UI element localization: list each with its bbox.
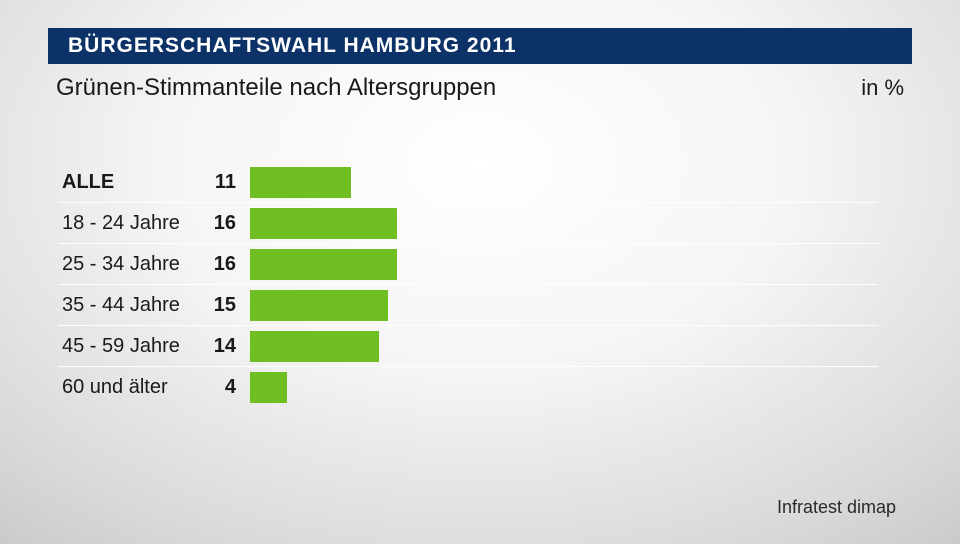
- row-value: 16: [206, 253, 250, 276]
- row-label: ALLE: [58, 171, 206, 194]
- bar: [250, 249, 397, 280]
- row-label: 35 - 44 Jahre: [58, 294, 206, 317]
- row-value: 15: [206, 294, 250, 317]
- row-label: 60 und älter: [58, 376, 206, 399]
- row-value: 16: [206, 212, 250, 235]
- unit-label: in %: [861, 75, 904, 101]
- bar-cell: [250, 208, 878, 239]
- bar: [250, 331, 379, 362]
- chart-row: 25 - 34 Jahre16: [58, 244, 878, 284]
- bar: [250, 290, 388, 321]
- bar: [250, 372, 287, 403]
- row-value: 14: [206, 335, 250, 358]
- bar-cell: [250, 290, 878, 321]
- row-label: 45 - 59 Jahre: [58, 335, 206, 358]
- chart-subtitle: Grünen-Stimmanteile nach Altersgruppen: [56, 74, 496, 102]
- header-title: BÜRGERSCHAFTSWAHL HAMBURG 2011: [68, 34, 517, 58]
- bar: [250, 167, 351, 198]
- row-value: 4: [206, 376, 250, 399]
- source-label: Infratest dimap: [777, 497, 896, 518]
- chart-row: 45 - 59 Jahre14: [58, 326, 878, 366]
- header-band: BÜRGERSCHAFTSWAHL HAMBURG 2011: [48, 28, 912, 64]
- bar-cell: [250, 167, 878, 198]
- row-label: 25 - 34 Jahre: [58, 253, 206, 276]
- bar-cell: [250, 372, 878, 403]
- chart-row: 60 und älter4: [58, 367, 878, 407]
- bar-cell: [250, 331, 878, 362]
- subtitle-row: Grünen-Stimmanteile nach Altersgruppen i…: [48, 74, 912, 102]
- bar: [250, 208, 397, 239]
- bar-cell: [250, 249, 878, 280]
- chart-row: 35 - 44 Jahre15: [58, 285, 878, 325]
- chart-area: ALLE1118 - 24 Jahre1625 - 34 Jahre1635 -…: [58, 162, 878, 407]
- chart-row: 18 - 24 Jahre16: [58, 203, 878, 243]
- row-value: 11: [206, 171, 250, 194]
- row-label: 18 - 24 Jahre: [58, 212, 206, 235]
- chart-row: ALLE11: [58, 162, 878, 202]
